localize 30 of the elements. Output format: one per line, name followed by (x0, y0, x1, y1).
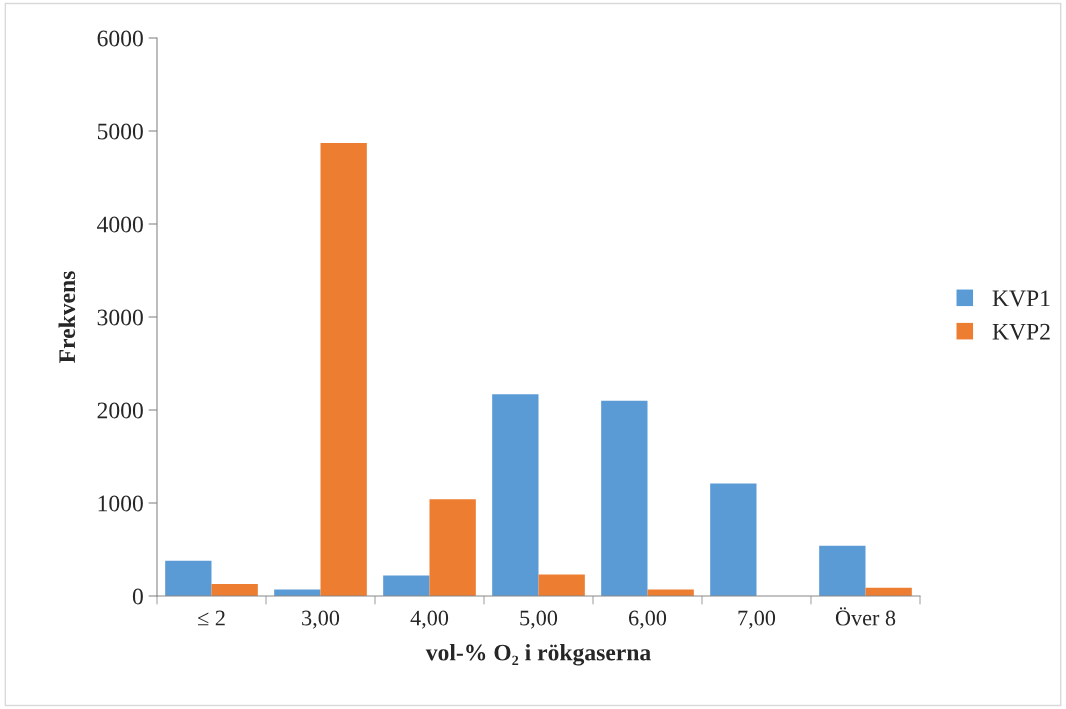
bar (274, 589, 321, 596)
bar (538, 574, 585, 596)
y-tick-label: 0 (132, 588, 143, 605)
legend-label: KVP1 (992, 290, 1050, 307)
bar (601, 400, 648, 596)
y-tick-label: 6000 (97, 30, 143, 47)
bar (211, 583, 258, 596)
y-tick-label: 4000 (97, 216, 143, 233)
y-tick-label: 3000 (97, 309, 143, 326)
x-tick-label: 4,00 (410, 610, 449, 629)
bar (710, 483, 757, 596)
x-tick-label: ≤ 2 (197, 610, 225, 626)
x-tick-label: 3,00 (302, 610, 340, 629)
bar (819, 545, 866, 596)
bar (320, 143, 367, 596)
x-tick-label: 7,00 (738, 610, 776, 629)
x-tick-label: 6,00 (629, 610, 667, 629)
y-tick-label: 2000 (97, 402, 143, 419)
x-tick-label: Över 8 (835, 607, 896, 626)
bar (647, 589, 694, 596)
legend-label: KVP2 (992, 323, 1050, 340)
bar (165, 560, 212, 596)
x-axis-title: vol-% O₂ i rökgaserna (425, 643, 651, 666)
x-tick-label: 5,00 (520, 610, 558, 629)
bar (383, 575, 430, 596)
bar (429, 499, 476, 596)
y-tick-label: 5000 (97, 123, 143, 140)
bar (492, 394, 539, 596)
y-tick-label: 1000 (98, 495, 143, 512)
y-axis-title: Frekvens (58, 271, 76, 363)
